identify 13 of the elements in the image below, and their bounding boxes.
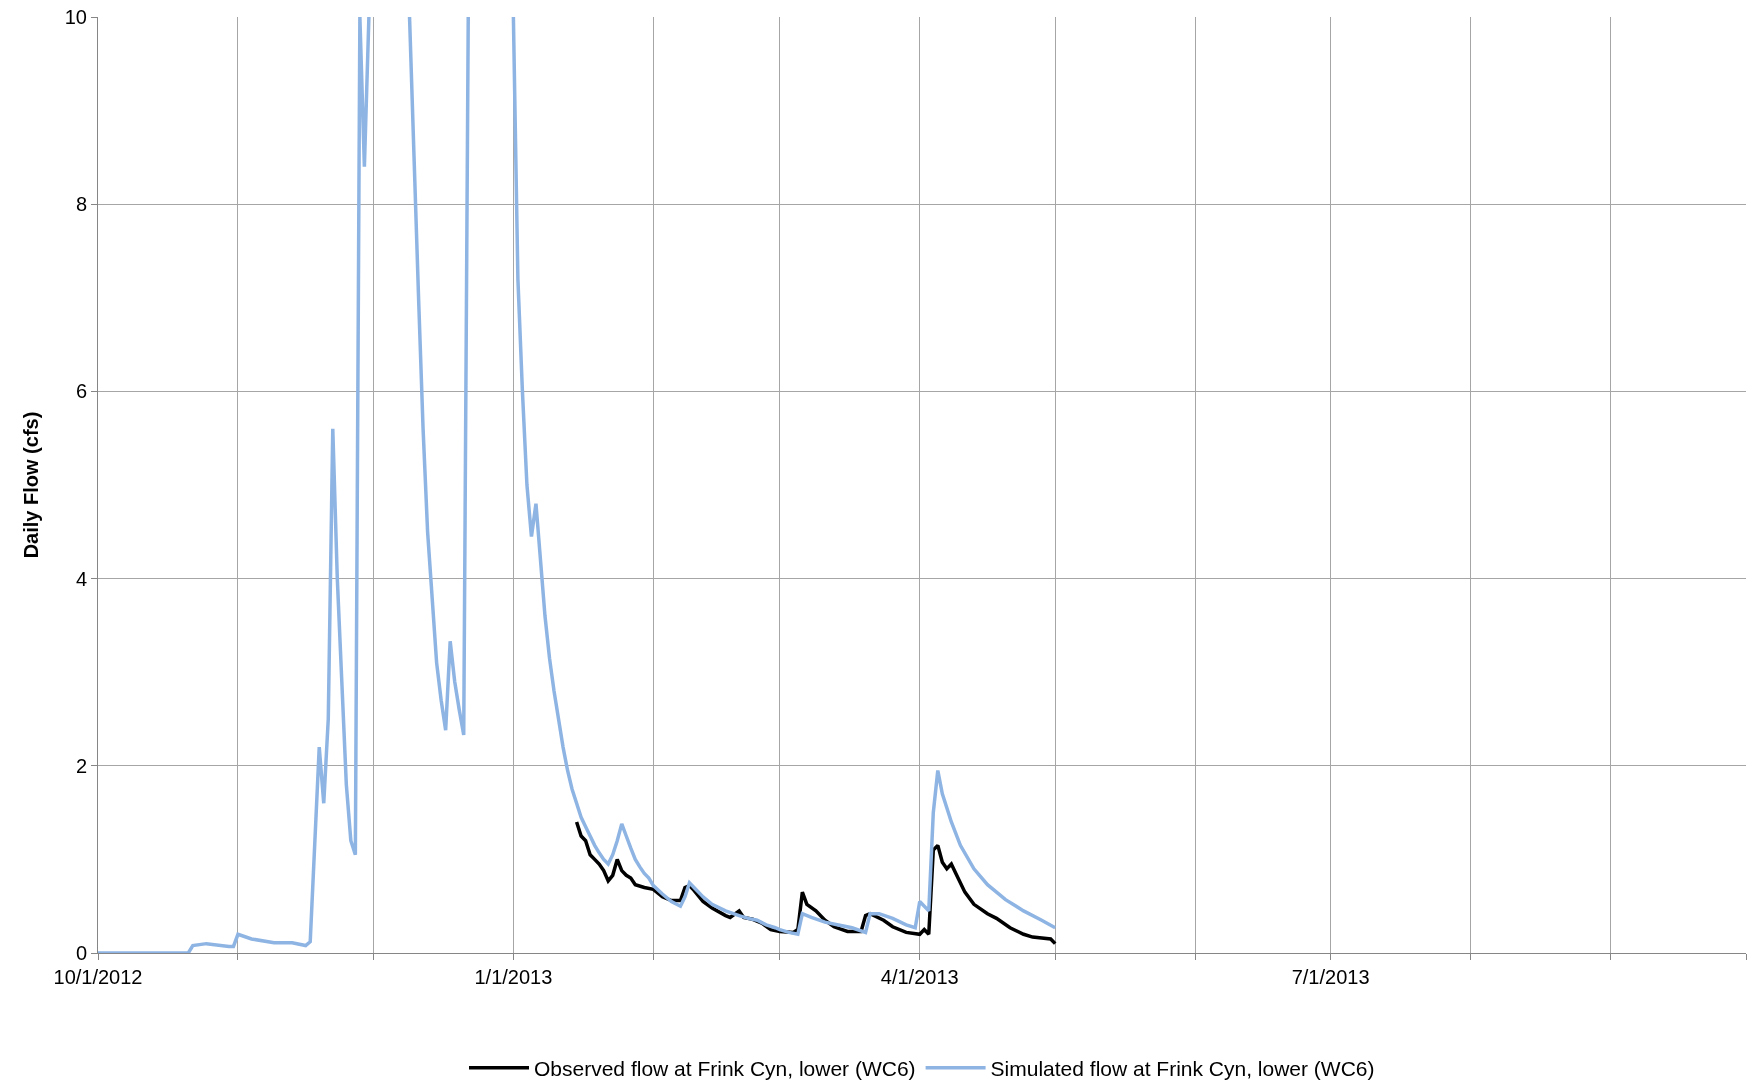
legend-label: Simulated flow at Frink Cyn, lower (WC6) [990, 1057, 1375, 1081]
legend-label: Observed flow at Frink Cyn, lower (WC6) [534, 1057, 916, 1081]
y-axis-title: Daily Flow (cfs) [20, 411, 43, 559]
y-tick-label: 0 [75, 942, 87, 964]
y-tick-label: 4 [75, 567, 87, 590]
x-tick-label: 4/1/2013 [880, 966, 959, 988]
y-tick-label: 2 [75, 754, 87, 777]
x-tick-label: 7/1/2013 [1291, 966, 1370, 988]
y-tick-label: 10 [64, 6, 87, 28]
x-tick-label: 1/1/2013 [474, 966, 553, 988]
y-tick-label: 8 [75, 193, 87, 216]
x-tick-label: 10/1/2012 [53, 966, 143, 988]
y-tick-label: 6 [75, 380, 87, 403]
